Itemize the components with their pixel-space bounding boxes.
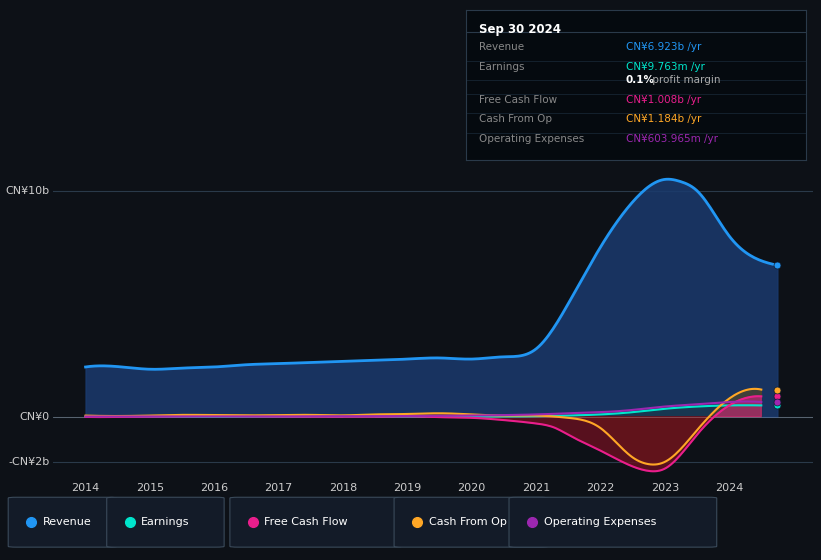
FancyBboxPatch shape: [8, 497, 117, 547]
Text: Operating Expenses: Operating Expenses: [479, 134, 585, 143]
Text: Cash From Op: Cash From Op: [429, 517, 507, 527]
Text: Revenue: Revenue: [479, 42, 525, 52]
Text: 2016: 2016: [200, 483, 228, 493]
Text: -CN¥2b: -CN¥2b: [8, 457, 49, 467]
Text: CN¥1.184b /yr: CN¥1.184b /yr: [626, 114, 701, 124]
Text: profit margin: profit margin: [649, 75, 721, 85]
Text: 2018: 2018: [329, 483, 357, 493]
Text: 2024: 2024: [715, 483, 743, 493]
Text: Free Cash Flow: Free Cash Flow: [479, 95, 557, 105]
Text: CN¥603.965m /yr: CN¥603.965m /yr: [626, 134, 718, 143]
Text: Revenue: Revenue: [43, 517, 91, 527]
Text: Cash From Op: Cash From Op: [479, 114, 553, 124]
Text: 2017: 2017: [264, 483, 293, 493]
Text: 2014: 2014: [71, 483, 99, 493]
Text: 2020: 2020: [457, 483, 486, 493]
Text: 2021: 2021: [522, 483, 550, 493]
Text: Sep 30 2024: Sep 30 2024: [479, 23, 561, 36]
Text: CN¥10b: CN¥10b: [6, 186, 49, 195]
FancyBboxPatch shape: [509, 497, 717, 547]
Text: 2022: 2022: [586, 483, 615, 493]
Text: CN¥0: CN¥0: [20, 412, 49, 422]
Text: Earnings: Earnings: [141, 517, 190, 527]
FancyBboxPatch shape: [107, 497, 224, 547]
Text: CN¥6.923b /yr: CN¥6.923b /yr: [626, 42, 701, 52]
Text: CN¥1.008b /yr: CN¥1.008b /yr: [626, 95, 701, 105]
Text: 2015: 2015: [135, 483, 164, 493]
FancyBboxPatch shape: [230, 497, 401, 547]
FancyBboxPatch shape: [394, 497, 548, 547]
Text: 2023: 2023: [650, 483, 679, 493]
Text: CN¥9.763m /yr: CN¥9.763m /yr: [626, 62, 704, 72]
Text: 0.1%: 0.1%: [626, 75, 654, 85]
Text: Earnings: Earnings: [479, 62, 525, 72]
Text: Free Cash Flow: Free Cash Flow: [264, 517, 348, 527]
Text: 2019: 2019: [393, 483, 421, 493]
Text: Operating Expenses: Operating Expenses: [544, 517, 656, 527]
